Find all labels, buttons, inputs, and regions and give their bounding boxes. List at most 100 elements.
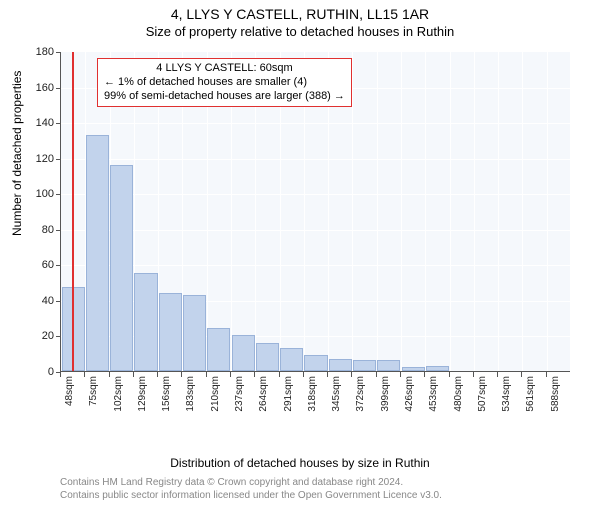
xtick-label: 156sqm	[161, 376, 172, 416]
gridline-h	[61, 230, 570, 231]
xtick-label: 318sqm	[307, 376, 318, 416]
xtick-mark	[60, 372, 61, 377]
page-subtitle: Size of property relative to detached ho…	[0, 24, 600, 39]
ytick-mark	[56, 336, 61, 337]
xtick-label: 588sqm	[550, 376, 561, 416]
ytick-mark	[56, 159, 61, 160]
xtick-label: 561sqm	[525, 376, 536, 416]
xtick-mark	[376, 372, 377, 377]
xtick-label: 372sqm	[355, 376, 366, 416]
xtick-label: 345sqm	[331, 376, 342, 416]
copyright-notice: Contains HM Land Registry data © Crown c…	[60, 477, 442, 502]
histogram-bar	[402, 367, 425, 371]
plot-area: 4 LLYS Y CASTELL: 60sqm ← 1% of detached…	[60, 52, 570, 372]
xtick-mark	[497, 372, 498, 377]
xtick-mark	[84, 372, 85, 377]
xtick-mark	[206, 372, 207, 377]
histogram-bar	[353, 360, 376, 371]
histogram-bar	[426, 366, 449, 371]
gridline-v	[450, 52, 451, 371]
gridline-v	[547, 52, 548, 371]
xtick-mark	[473, 372, 474, 377]
ytick-mark	[56, 194, 61, 195]
xtick-label: 264sqm	[258, 376, 269, 416]
ytick-mark	[56, 123, 61, 124]
xtick-mark	[400, 372, 401, 377]
xtick-mark	[449, 372, 450, 377]
ytick-label: 80	[14, 224, 54, 236]
xtick-mark	[230, 372, 231, 377]
histogram-bar	[207, 328, 230, 371]
xtick-mark	[181, 372, 182, 377]
annotation-box: 4 LLYS Y CASTELL: 60sqm ← 1% of detached…	[97, 58, 352, 107]
histogram-bar	[256, 343, 279, 371]
histogram-bar	[304, 355, 327, 371]
gridline-v	[352, 52, 353, 371]
ytick-label: 40	[14, 295, 54, 307]
histogram-bar	[280, 348, 303, 371]
ytick-label: 180	[14, 46, 54, 58]
xtick-mark	[424, 372, 425, 377]
ytick-label: 20	[14, 330, 54, 342]
xtick-label: 237sqm	[234, 376, 245, 416]
histogram-bar	[159, 293, 182, 371]
histogram-bar	[86, 135, 109, 371]
ytick-label: 120	[14, 153, 54, 165]
ytick-label: 100	[14, 188, 54, 200]
xtick-label: 48sqm	[64, 376, 75, 416]
ytick-mark	[56, 265, 61, 266]
xtick-mark	[521, 372, 522, 377]
x-axis-label: Distribution of detached houses by size …	[0, 456, 600, 470]
xtick-mark	[109, 372, 110, 377]
annotation-line-1: 4 LLYS Y CASTELL: 60sqm	[104, 62, 345, 76]
xtick-mark	[254, 372, 255, 377]
histogram-bar	[110, 165, 133, 371]
xtick-mark	[351, 372, 352, 377]
xtick-mark	[303, 372, 304, 377]
gridline-v	[474, 52, 475, 371]
ytick-label: 60	[14, 259, 54, 271]
xtick-mark	[327, 372, 328, 377]
ytick-label: 140	[14, 117, 54, 129]
gridline-v	[522, 52, 523, 371]
xtick-label: 210sqm	[210, 376, 221, 416]
page-title: 4, LLYS Y CASTELL, RUTHIN, LL15 1AR	[0, 6, 600, 22]
marker-line	[72, 52, 74, 371]
annotation-line-3: 99% of semi-detached houses are larger (…	[104, 90, 345, 104]
histogram-bar	[377, 360, 400, 371]
gridline-h	[61, 194, 570, 195]
annotation-line-2: ← 1% of detached houses are smaller (4)	[104, 76, 345, 90]
histogram-bar	[232, 335, 255, 371]
xtick-mark	[157, 372, 158, 377]
gridline-v	[377, 52, 378, 371]
histogram-bar	[329, 359, 352, 371]
xtick-label: 480sqm	[453, 376, 464, 416]
xtick-label: 129sqm	[137, 376, 148, 416]
xtick-label: 183sqm	[185, 376, 196, 416]
xtick-label: 426sqm	[404, 376, 415, 416]
ytick-mark	[56, 52, 61, 53]
xtick-label: 291sqm	[283, 376, 294, 416]
histogram-bar	[134, 273, 157, 371]
xtick-label: 399sqm	[380, 376, 391, 416]
ytick-mark	[56, 230, 61, 231]
xtick-mark	[279, 372, 280, 377]
histogram-bar	[183, 295, 206, 371]
chart-container: 4 LLYS Y CASTELL: 60sqm ← 1% of detached…	[60, 52, 570, 432]
xtick-label: 75sqm	[88, 376, 99, 416]
xtick-label: 507sqm	[477, 376, 488, 416]
gridline-h	[61, 123, 570, 124]
ytick-mark	[56, 301, 61, 302]
ytick-label: 0	[14, 366, 54, 378]
gridline-v	[425, 52, 426, 371]
gridline-h	[61, 159, 570, 160]
copyright-line-1: Contains HM Land Registry data © Crown c…	[60, 477, 442, 490]
copyright-line-2: Contains public sector information licen…	[60, 490, 442, 503]
gridline-h	[61, 265, 570, 266]
xtick-mark	[133, 372, 134, 377]
gridline-v	[498, 52, 499, 371]
gridline-v	[401, 52, 402, 371]
xtick-label: 453sqm	[428, 376, 439, 416]
ytick-mark	[56, 88, 61, 89]
xtick-label: 534sqm	[501, 376, 512, 416]
